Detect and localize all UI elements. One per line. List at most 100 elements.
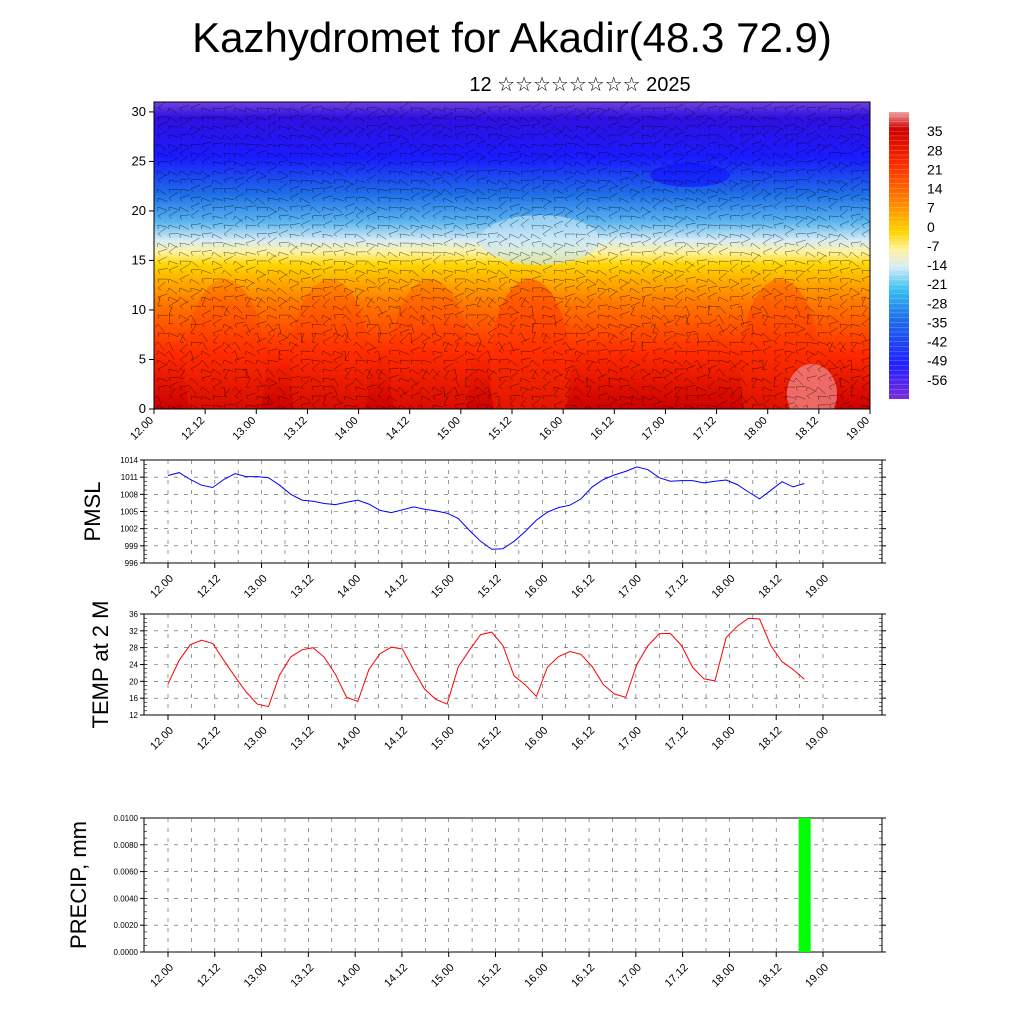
wind-barb [421, 314, 425, 325]
wind-barb [410, 359, 421, 362]
wind-barb [190, 355, 201, 361]
wind-barb-flag [431, 278, 434, 283]
wind-barb-flag [509, 152, 512, 157]
wind-barb-flag [256, 305, 261, 308]
wind-barb [201, 332, 208, 342]
wind-barb-flag [498, 224, 503, 228]
wind-barb [410, 305, 418, 314]
wind-barb-flag [388, 350, 391, 355]
wind-barb-flag [409, 269, 412, 274]
wind-barb [256, 150, 267, 154]
x-tick-label: 16.00 [522, 725, 550, 753]
wind-barb-flag [629, 287, 632, 292]
wind-barb-flag [376, 107, 379, 112]
wind-barb [586, 269, 597, 273]
wind-barb [399, 188, 410, 190]
wind-barb [267, 251, 277, 258]
wind-barb [762, 293, 773, 298]
wind-barb-flag [245, 125, 250, 129]
wind-barb [674, 315, 682, 325]
wind-barb-flag [344, 269, 348, 274]
wind-barb-flag [487, 377, 492, 380]
colorbar-label: 28 [927, 142, 943, 158]
wind-barb [663, 125, 674, 130]
wind-barb-flag [484, 350, 489, 354]
wind-barb-flag [300, 107, 304, 112]
wind-barb-flag [212, 107, 215, 112]
wind-barb [652, 231, 663, 235]
wind-barb-flag [674, 188, 679, 192]
wind-barb-flag [289, 197, 293, 202]
wind-barb-flag [552, 125, 555, 130]
wind-barb [553, 131, 564, 136]
wind-barb-flag [374, 350, 379, 354]
wind-barb-flag [586, 341, 590, 346]
wind-barb-flag [388, 143, 393, 147]
wind-barb [366, 326, 375, 334]
wind-barb-flag [553, 116, 557, 121]
wind-barb [234, 193, 244, 199]
wind-barb [663, 148, 674, 154]
wind-barb-flag [265, 323, 269, 328]
wind-barb [223, 283, 234, 289]
wind-barb [465, 267, 476, 271]
wind-barb-flag [476, 143, 480, 148]
wind-barb-flag [464, 341, 467, 346]
wind-barb [740, 184, 751, 190]
wind-barb-flag [861, 359, 865, 364]
wind-barb-flag [629, 170, 632, 175]
wind-barb-flag [531, 287, 534, 292]
wind-barb-flag [475, 386, 478, 391]
x-tick-label: 12.00 [148, 962, 176, 990]
wind-barb-flag [232, 386, 236, 391]
wind-barb [168, 305, 173, 316]
wind-barb-flag [255, 134, 258, 139]
wind-barb-flag [728, 323, 731, 328]
wind-barb-flag [311, 233, 315, 238]
wind-barb [366, 227, 375, 235]
wind-barb-flag [190, 404, 192, 409]
wind-barb [740, 179, 751, 183]
wind-barb [432, 350, 443, 354]
wind-barb-flag [267, 242, 272, 246]
wind-barb-flag [366, 251, 371, 255]
wind-barb [509, 242, 519, 248]
wind-barb-flag [168, 278, 170, 283]
wind-barb-flag [432, 359, 436, 364]
wind-barb-flag [509, 404, 514, 407]
wind-barb-flag [299, 269, 302, 274]
wind-barb [861, 229, 870, 235]
wind-barb [685, 296, 696, 302]
wind-barb-flag [850, 152, 854, 157]
wind-barb [586, 228, 596, 235]
wind-barb [685, 384, 696, 388]
wind-barb [388, 269, 399, 275]
wind-barb-flag [365, 404, 368, 409]
wind-barb [641, 341, 652, 344]
wind-barb-flag [201, 278, 204, 283]
pmsl-series-line [167, 466, 805, 550]
wind-barb [311, 314, 319, 324]
wind-barb-flag [497, 269, 500, 274]
wind-barb [553, 368, 562, 376]
wind-barb-flag [443, 332, 445, 337]
wind-barb-flag [189, 278, 192, 283]
wind-barb-flag [355, 359, 357, 364]
wind-barb [729, 165, 739, 172]
wind-barb [696, 364, 706, 370]
wind-barb [850, 287, 860, 294]
wind-barb [828, 401, 839, 406]
wind-barb [630, 104, 641, 109]
wind-barb [245, 134, 256, 138]
wind-barb-flag [696, 260, 699, 265]
wind-barb [377, 369, 383, 379]
wind-barb-flag [211, 251, 214, 256]
wind-barb-flag [784, 197, 787, 202]
wind-barb-flag [795, 233, 798, 238]
wind-barb-flag [542, 170, 545, 175]
wind-barb-flag [399, 260, 402, 265]
wind-barb [652, 274, 663, 280]
wind-barb-flag [586, 116, 591, 120]
wind-barb-flag [531, 278, 535, 283]
wind-barb-flag [498, 386, 503, 390]
